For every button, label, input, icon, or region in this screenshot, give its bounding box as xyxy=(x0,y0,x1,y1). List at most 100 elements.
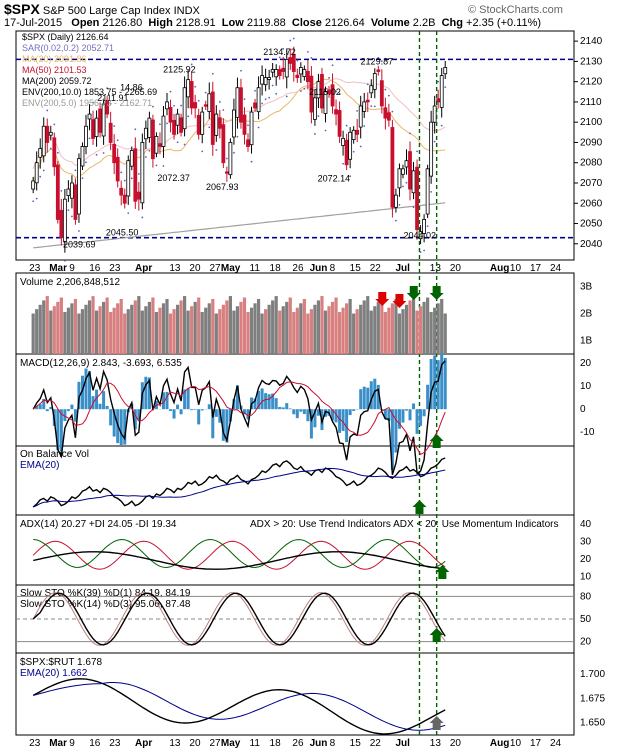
macd-histogram-bar xyxy=(197,409,201,425)
x-axis-tick-label-bottom: Aug xyxy=(490,738,509,749)
volume-bar xyxy=(299,303,303,354)
candle-body xyxy=(62,198,67,242)
macd-histogram-bar xyxy=(295,409,299,419)
price-legend-item: $SPX (Daily) 2126.64 xyxy=(22,32,109,42)
macd-histogram-bar xyxy=(77,381,81,410)
sar-dot xyxy=(440,124,443,127)
volume-bar xyxy=(337,312,342,354)
sar-dot xyxy=(430,191,433,193)
candle-body xyxy=(369,85,374,94)
macd-histogram-bar xyxy=(35,406,39,410)
price-y-tick-label: 2070 xyxy=(580,178,603,189)
x-axis-tick-label: 11 xyxy=(250,263,261,274)
macd-histogram-bar xyxy=(313,409,317,428)
sar-dot xyxy=(56,151,59,154)
candle-body xyxy=(411,170,416,194)
ratio-y-tick-label: 1.700 xyxy=(580,669,605,680)
volume-bar xyxy=(91,296,95,354)
candle-body xyxy=(41,125,46,157)
candle-body xyxy=(224,171,229,174)
sar-dot xyxy=(243,98,246,100)
sar-dot xyxy=(303,87,306,90)
volume-bar xyxy=(394,298,398,354)
macd-histogram-bar xyxy=(429,358,433,410)
sar-dot xyxy=(282,47,285,50)
volume-y-tick-label: 3B xyxy=(580,282,593,293)
x-axis-tick-label-bottom: 22 xyxy=(370,738,382,749)
sar-dot xyxy=(162,165,165,167)
x-axis-tick-label: 24 xyxy=(550,263,562,274)
candle-body xyxy=(432,105,437,123)
volume-bar xyxy=(235,306,240,354)
sar-dot xyxy=(285,95,288,98)
ratio-ema-legend: EMA(20) 1.662 xyxy=(20,668,88,679)
x-axis-tick-label: 20 xyxy=(189,263,201,274)
ratio-line xyxy=(32,678,446,735)
volume-bar xyxy=(45,296,49,354)
volume-bar xyxy=(390,303,395,354)
sar-dot xyxy=(240,69,242,72)
price-annotation: 2072.14 xyxy=(318,174,351,184)
candle-body xyxy=(101,103,106,137)
x-axis-tick-label-bottom: 23 xyxy=(109,738,121,749)
index-name: S&P 500 Large Cap Index xyxy=(42,5,171,17)
candle-body xyxy=(429,121,434,177)
price-y-tick-label: 2120 xyxy=(580,77,603,88)
candle-body xyxy=(52,137,57,168)
sar-dot xyxy=(123,179,126,182)
volume-bar xyxy=(197,297,201,354)
candle-body xyxy=(394,194,398,208)
volume-bar xyxy=(376,301,380,354)
macd-histogram-bar xyxy=(285,403,289,410)
sar-dot xyxy=(46,109,49,112)
volume-bar xyxy=(193,301,197,354)
volume-bar xyxy=(200,312,204,354)
volume-bar xyxy=(387,307,391,354)
volume-bar xyxy=(80,309,85,354)
candle-body xyxy=(246,139,250,147)
sar-dot xyxy=(74,169,77,172)
close-label: Close xyxy=(291,17,322,29)
candle-body xyxy=(151,119,155,160)
sar-dot xyxy=(387,94,390,97)
candle-body xyxy=(295,74,300,79)
volume-bar xyxy=(225,300,229,354)
candle-body xyxy=(401,168,405,175)
sar-dot xyxy=(402,185,404,188)
candle-body xyxy=(242,114,247,135)
macd-histogram-bar xyxy=(309,409,313,439)
macd-signal-line xyxy=(32,381,446,455)
macd-histogram-bar xyxy=(422,409,426,417)
macd-histogram-bar xyxy=(221,409,225,441)
volume-bar xyxy=(207,303,211,354)
minus-di-line xyxy=(32,540,446,570)
adx-green-up-arrow xyxy=(435,565,450,579)
sar-dot xyxy=(180,104,182,107)
sar-dot xyxy=(141,216,144,219)
sar-dot xyxy=(437,80,440,83)
sar-dot xyxy=(109,102,112,105)
macd-histogram-bar xyxy=(165,391,169,410)
volume-bar xyxy=(232,310,236,354)
sar-dot xyxy=(416,150,418,153)
candle-body xyxy=(270,69,275,73)
price-legend-item: MA(200) 2059.72 xyxy=(22,76,92,86)
x-axis-tick-label: Jun xyxy=(310,263,328,274)
volume-bar xyxy=(168,313,173,354)
candle-body xyxy=(256,87,261,113)
volume-bar xyxy=(214,313,218,354)
volume-bar xyxy=(288,297,292,354)
sar-dot xyxy=(373,105,376,108)
price-legend-item: ENV(200,10.0) 1853.75 - 2265.69 xyxy=(22,87,157,97)
candle-body xyxy=(193,102,198,109)
open-label: Open xyxy=(71,17,100,29)
sar-dot xyxy=(137,172,140,175)
candle-body xyxy=(168,107,173,123)
volume-bar xyxy=(242,297,247,354)
x-axis-tick-label-bottom: Jun xyxy=(310,738,328,749)
x-axis-tick-label: 23 xyxy=(29,263,41,274)
open-value: 2126.80 xyxy=(102,17,143,29)
candle-body xyxy=(217,117,222,129)
candle-body xyxy=(320,73,324,109)
sar-dot xyxy=(398,203,401,206)
